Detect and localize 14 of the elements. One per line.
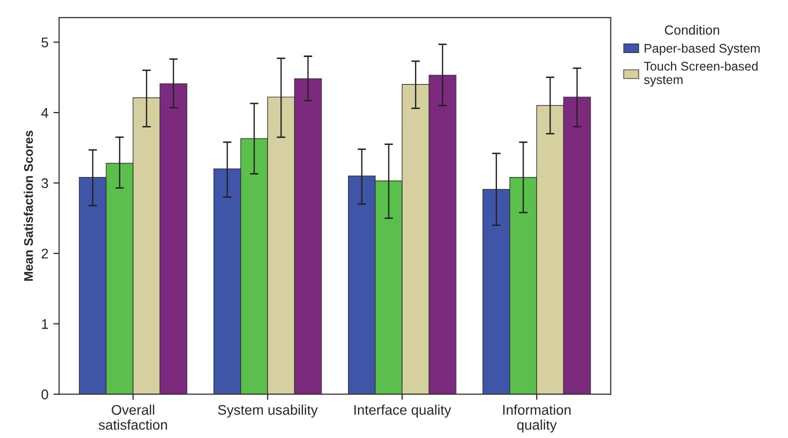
x-tick-label: Overall satisfaction <box>98 404 167 430</box>
y-tick-label: 1 <box>42 319 48 329</box>
x-tick-label: System usability <box>218 404 318 418</box>
legend-label: Paper-based System <box>644 44 760 56</box>
legend-label: Touch Screen-based system <box>644 61 758 87</box>
legend-title: Condition <box>664 25 720 35</box>
x-tick-label: Information quality <box>503 404 571 433</box>
y-tick-label: 2 <box>42 248 48 258</box>
y-tick-label: 0 <box>42 390 48 400</box>
x-tick-label: Interface quality <box>354 404 452 418</box>
y-tick-label: 3 <box>41 178 48 188</box>
y-tick-label: 4 <box>41 108 48 118</box>
y-axis-title: Mean Satisfaction Scores <box>24 130 33 281</box>
y-tick-label: 5 <box>42 38 48 48</box>
